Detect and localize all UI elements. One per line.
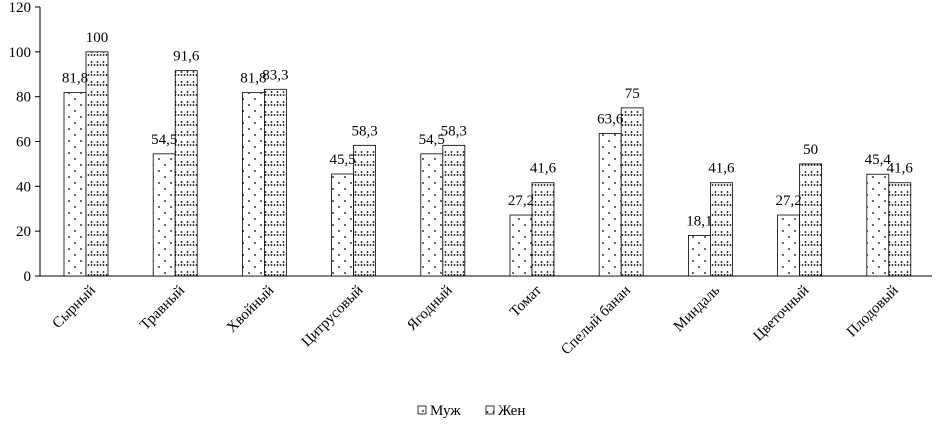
bar-zhen — [531, 182, 555, 277]
legend-swatch-zhen — [485, 405, 495, 415]
y-tick-label: 20 — [16, 224, 31, 240]
category-label: Хвойный — [224, 283, 277, 336]
bars-group — [63, 51, 912, 277]
y-tick-label: 40 — [16, 179, 31, 195]
data-label-zhen: 50 — [803, 142, 818, 158]
data-label-muzh: 27,2 — [775, 193, 801, 209]
legend-label-zhen: Жен — [498, 403, 525, 419]
data-label-zhen: 41,6 — [708, 161, 735, 177]
bar-zhen — [442, 144, 466, 277]
bar-muzh — [866, 173, 890, 277]
data-label-zhen: 100 — [86, 30, 109, 46]
data-label-zhen: 58,3 — [351, 123, 377, 139]
data-label-muzh: 18,1 — [686, 213, 712, 229]
y-tick-label: 0 — [24, 269, 32, 285]
data-label-zhen: 41,6 — [887, 161, 914, 177]
legend-label-muzh: Муж — [430, 403, 461, 419]
category-label: Спелый банан — [558, 283, 634, 359]
bar-zhen — [85, 51, 109, 277]
bar-zhen — [710, 182, 733, 277]
category-label: Цитрусовый — [299, 283, 367, 351]
data-label-muzh: 45,5 — [329, 152, 355, 168]
bar-zhen — [353, 144, 377, 277]
y-axis-ticks: 0 20 40 60 80 100 120 — [9, 0, 40, 285]
data-label-muzh: 54,5 — [419, 132, 445, 148]
data-label-zhen: 83,3 — [262, 67, 288, 83]
bar-zhen — [799, 163, 822, 277]
bar-muzh — [598, 133, 622, 277]
legend: Муж Жен — [417, 403, 525, 419]
data-label-zhen: 41,6 — [530, 161, 557, 177]
data-label-muzh: 81,8 — [240, 71, 266, 87]
bar-muzh — [777, 214, 800, 277]
y-tick-label: 120 — [9, 0, 32, 16]
y-tick-label: 100 — [9, 45, 32, 61]
data-label-zhen: 58,3 — [441, 123, 467, 139]
category-label: Ягодный — [404, 283, 455, 334]
data-label-muzh: 81,8 — [62, 71, 88, 87]
y-tick-label: 60 — [16, 135, 31, 151]
category-label: Плодовый — [844, 283, 902, 341]
bar-muzh — [152, 153, 176, 277]
bar-zhen — [174, 70, 198, 277]
bar-zhen — [620, 107, 644, 277]
bar-muzh — [420, 153, 444, 277]
bar-zhen — [888, 182, 912, 277]
value-labels-group: 81,810054,591,681,883,345,558,354,558,32… — [62, 30, 914, 230]
category-labels-group: Сырный Травный Хвойный Цитрусовый Ягодный Том… — [50, 282, 902, 358]
data-label-muzh: 54,5 — [151, 132, 177, 148]
data-label-zhen: 91,6 — [173, 49, 200, 65]
data-label-zhen: 75 — [625, 86, 640, 102]
category-label: Травный — [137, 283, 188, 334]
data-label-muzh: 45,4 — [865, 152, 892, 168]
bar-muzh — [331, 173, 355, 277]
bar-muzh — [688, 235, 711, 277]
bar-muzh — [63, 92, 87, 277]
data-label-muzh: 63,6 — [597, 111, 624, 127]
bar-muzh — [241, 92, 265, 277]
category-label: Миндаль — [671, 282, 724, 335]
category-label: Томат — [507, 282, 545, 320]
category-label: Цветочный — [750, 283, 812, 345]
category-label: Сырный — [50, 283, 99, 332]
legend-swatch-muzh — [417, 405, 427, 415]
y-tick-label: 80 — [16, 90, 31, 106]
bar-zhen — [263, 88, 287, 277]
data-label-muzh: 27,2 — [508, 193, 534, 209]
bar-muzh — [509, 214, 533, 277]
